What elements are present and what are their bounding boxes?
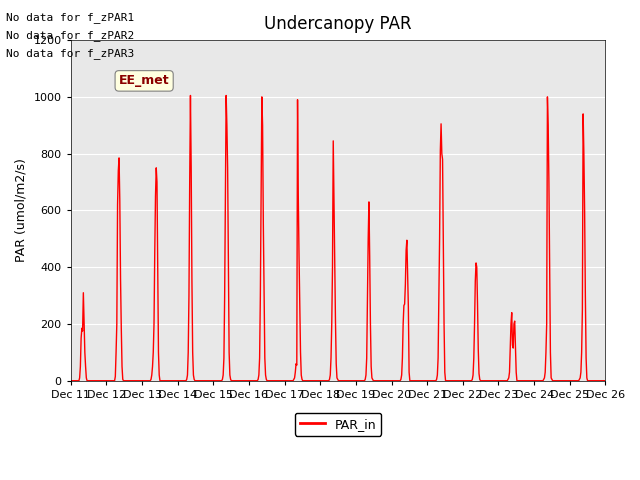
Y-axis label: PAR (umol/m2/s): PAR (umol/m2/s): [15, 158, 28, 263]
Text: No data for f_zPAR2: No data for f_zPAR2: [6, 30, 134, 41]
Legend: PAR_in: PAR_in: [295, 413, 381, 436]
Text: No data for f_zPAR3: No data for f_zPAR3: [6, 48, 134, 60]
Text: No data for f_zPAR1: No data for f_zPAR1: [6, 12, 134, 23]
Title: Undercanopy PAR: Undercanopy PAR: [264, 15, 412, 33]
Text: EE_met: EE_met: [119, 74, 170, 87]
